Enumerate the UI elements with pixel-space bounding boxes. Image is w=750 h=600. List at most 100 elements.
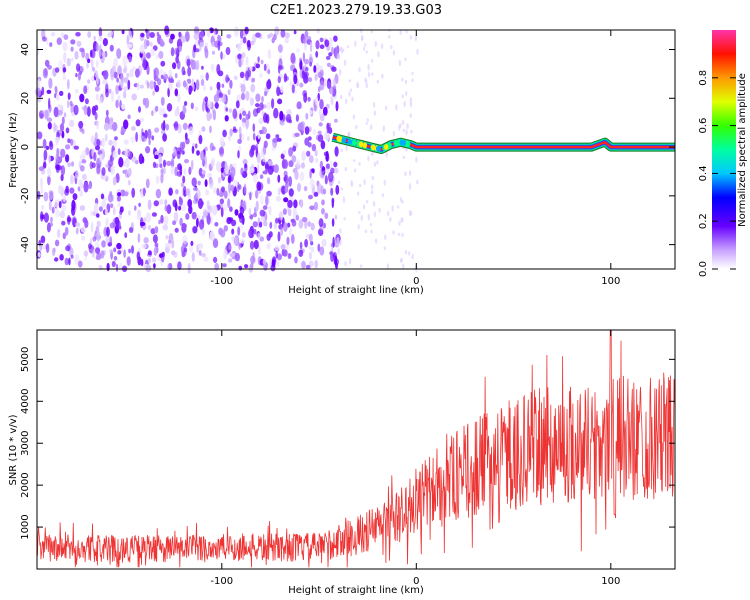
- noise-blob: [308, 245, 312, 250]
- noise-blob: [168, 187, 173, 196]
- noise-blob: [190, 240, 194, 246]
- noise-blob: [99, 153, 103, 163]
- faint-noise-blob: [380, 43, 384, 50]
- noise-blob: [227, 198, 231, 209]
- noise-blob: [118, 213, 123, 219]
- noise-blob: [104, 133, 108, 142]
- noise-blob: [66, 58, 72, 67]
- noise-blob: [64, 257, 69, 266]
- noise-blob: [193, 44, 197, 53]
- noise-blob: [328, 37, 333, 48]
- noise-blob: [276, 195, 281, 202]
- noise-blob: [331, 218, 335, 227]
- carrier-blob: [394, 140, 399, 147]
- noise-blob: [70, 254, 74, 259]
- noise-blob: [65, 245, 71, 252]
- noise-blob: [65, 185, 69, 194]
- noise-blob: [70, 174, 74, 185]
- noise-blob: [81, 235, 86, 241]
- noise-blob: [117, 250, 122, 255]
- noise-blob: [276, 259, 280, 268]
- noise-blob: [322, 106, 328, 116]
- noise-blob: [283, 73, 288, 83]
- noise-blob: [198, 249, 202, 256]
- noise-blob: [165, 123, 170, 131]
- noise-blob: [225, 107, 228, 112]
- noise-blob: [325, 150, 329, 162]
- noise-blob: [266, 190, 272, 197]
- noise-blob: [301, 162, 305, 169]
- noise-blob: [189, 245, 194, 253]
- noise-blob: [217, 40, 221, 51]
- noise-blob: [262, 205, 268, 211]
- noise-blob: [150, 228, 156, 235]
- carrier-blob: [371, 144, 376, 151]
- noise-blob: [176, 150, 181, 160]
- noise-blob: [280, 185, 286, 195]
- noise-blob: [188, 205, 193, 215]
- noise-blob: [318, 108, 322, 116]
- noise-blob: [204, 45, 208, 54]
- noise-blob: [303, 58, 310, 65]
- noise-blob: [113, 255, 118, 261]
- noise-blob: [276, 86, 281, 97]
- noise-blob: [263, 220, 268, 227]
- noise-blob: [318, 218, 324, 228]
- noise-blob: [309, 251, 312, 260]
- faint-noise-blob: [388, 34, 391, 39]
- faint-noise-blob: [381, 73, 384, 79]
- noise-blob: [155, 175, 160, 184]
- noise-blob: [113, 247, 117, 253]
- noise-blob: [138, 153, 144, 165]
- noise-blob: [209, 125, 212, 134]
- noise-blob: [186, 58, 191, 67]
- noise-blob: [118, 225, 122, 230]
- noise-blob: [152, 90, 155, 96]
- noise-blob: [244, 264, 249, 269]
- noise-blob: [50, 32, 56, 37]
- noise-blob: [131, 187, 136, 198]
- noise-blob: [257, 131, 261, 140]
- noise-blob: [201, 228, 206, 236]
- faint-noise-blob: [346, 45, 350, 49]
- faint-noise-blob: [365, 83, 368, 89]
- noise-blob: [119, 209, 123, 215]
- noise-blob: [85, 52, 90, 61]
- noise-blob: [159, 253, 163, 258]
- faint-noise-blob: [365, 121, 368, 125]
- faint-noise-blob: [348, 91, 351, 97]
- faint-noise-blob: [401, 77, 404, 82]
- noise-blob: [95, 93, 99, 101]
- noise-blob: [79, 165, 85, 172]
- noise-blob: [57, 109, 63, 116]
- noise-blob: [202, 101, 205, 112]
- noise-blob: [142, 56, 147, 68]
- noise-blob: [196, 217, 199, 228]
- noise-blob: [333, 85, 337, 90]
- snr-panel: -100 0 100 1000 2000 3000 4000 5000 Height of s…: [8, 329, 676, 596]
- noise-blob: [213, 256, 218, 263]
- noise-blob: [216, 81, 221, 91]
- noise-blob: [159, 38, 164, 45]
- faint-noise-blob: [403, 100, 406, 108]
- noise-blob: [295, 214, 300, 221]
- noise-blob: [329, 251, 334, 256]
- noise-blob: [152, 161, 157, 169]
- noise-blob: [59, 210, 65, 219]
- faint-noise-blob: [339, 228, 342, 234]
- noise-blob: [299, 57, 302, 62]
- noise-blob: [253, 239, 259, 250]
- noise-blob: [259, 221, 263, 228]
- noise-blob: [271, 259, 276, 268]
- noise-blob: [151, 135, 155, 141]
- noise-blob: [238, 184, 242, 190]
- noise-blob: [191, 177, 197, 187]
- noise-blob: [123, 139, 129, 146]
- noise-blob: [312, 128, 317, 136]
- noise-blob: [241, 133, 245, 140]
- noise-blob: [61, 116, 65, 125]
- noise-blob: [177, 261, 182, 271]
- y-tick-label: 0: [20, 144, 31, 150]
- noise-blob: [333, 35, 338, 42]
- noise-blob: [77, 186, 81, 192]
